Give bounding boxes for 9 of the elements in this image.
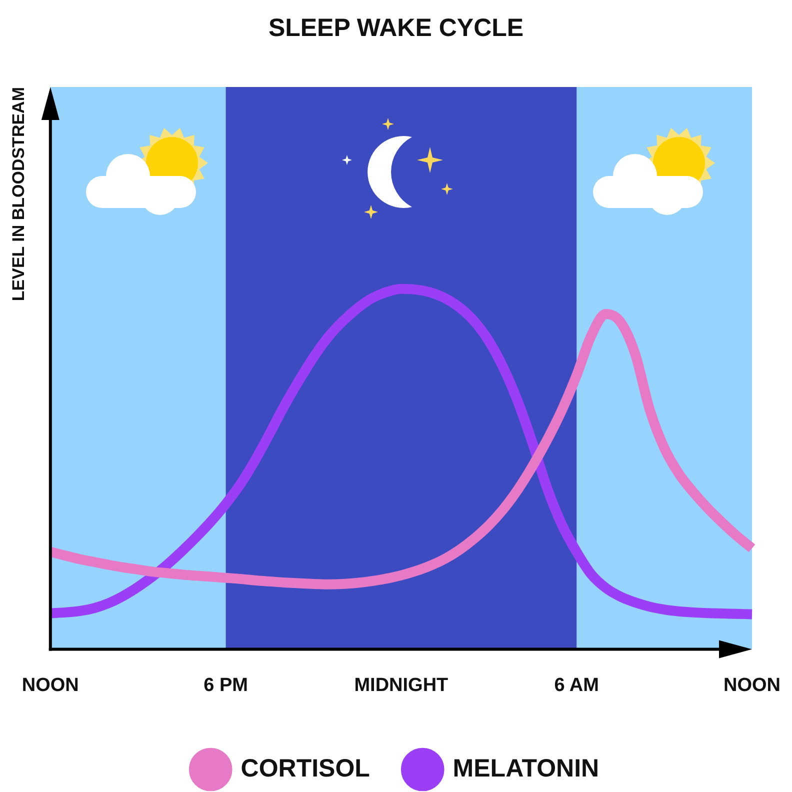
y-axis-title: LEVEL IN BLOODSTREAM bbox=[8, 87, 28, 302]
x-tick-label: MIDNIGHT bbox=[354, 674, 449, 696]
x-tick-label: 6 AM bbox=[554, 674, 599, 696]
x-tick-label: NOON bbox=[724, 674, 780, 696]
x-tick-label: 6 PM bbox=[204, 674, 248, 696]
chart-title: SLEEP WAKE CYCLE bbox=[268, 14, 524, 42]
x-tick-label: NOON bbox=[22, 674, 79, 696]
legend-label: MELATONIN bbox=[452, 754, 600, 782]
legend-label: CORTISOL bbox=[240, 754, 370, 782]
